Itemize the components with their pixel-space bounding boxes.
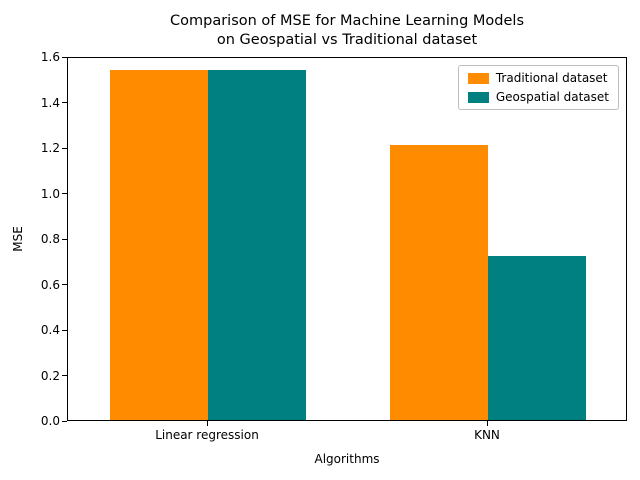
y-tick-mark	[62, 420, 67, 422]
y-tick-label: 1.4	[40, 95, 60, 110]
x-tick-mark	[487, 421, 488, 426]
legend-label: Traditional dataset	[495, 71, 608, 85]
y-tick-label: 1.0	[40, 186, 60, 201]
legend-item: Traditional dataset	[467, 71, 609, 85]
y-tick-mark	[62, 56, 67, 58]
y-tick-label: 0.8	[40, 232, 60, 246]
legend-swatch	[467, 91, 489, 103]
y-tick-label: 0.0	[40, 414, 60, 428]
bar	[488, 256, 586, 420]
x-axis-label: Algorithms	[314, 452, 380, 466]
y-tick-label: 0.2	[40, 368, 60, 383]
legend-label: Geospatial dataset	[495, 90, 609, 104]
x-tick-label: Linear regression	[155, 428, 259, 442]
y-tick-label: 0.4	[40, 323, 60, 337]
y-tick-mark	[62, 238, 67, 240]
bar	[390, 144, 488, 420]
x-tick-mark	[207, 421, 208, 426]
x-tick-label: KNN	[474, 428, 500, 442]
y-tick-label: 1.6	[40, 50, 60, 64]
y-tick-label: 0.6	[40, 277, 60, 292]
legend: Traditional dataset Geospatial dataset	[457, 65, 619, 110]
legend-item: Geospatial dataset	[467, 90, 609, 104]
chart-title: Comparison of MSE for Machine Learning M…	[170, 13, 524, 48]
bar	[110, 69, 208, 420]
y-tick-mark	[62, 147, 67, 149]
y-tick-mark	[62, 375, 67, 376]
legend-swatch	[467, 72, 489, 84]
y-tick-mark	[62, 102, 67, 103]
bar	[208, 69, 306, 420]
plot-area: Traditional dataset Geospatial dataset	[67, 57, 627, 421]
y-tick-mark	[62, 193, 67, 194]
y-tick-mark	[62, 329, 67, 331]
y-tick-label: 1.2	[40, 141, 60, 155]
y-tick-mark	[62, 284, 67, 285]
